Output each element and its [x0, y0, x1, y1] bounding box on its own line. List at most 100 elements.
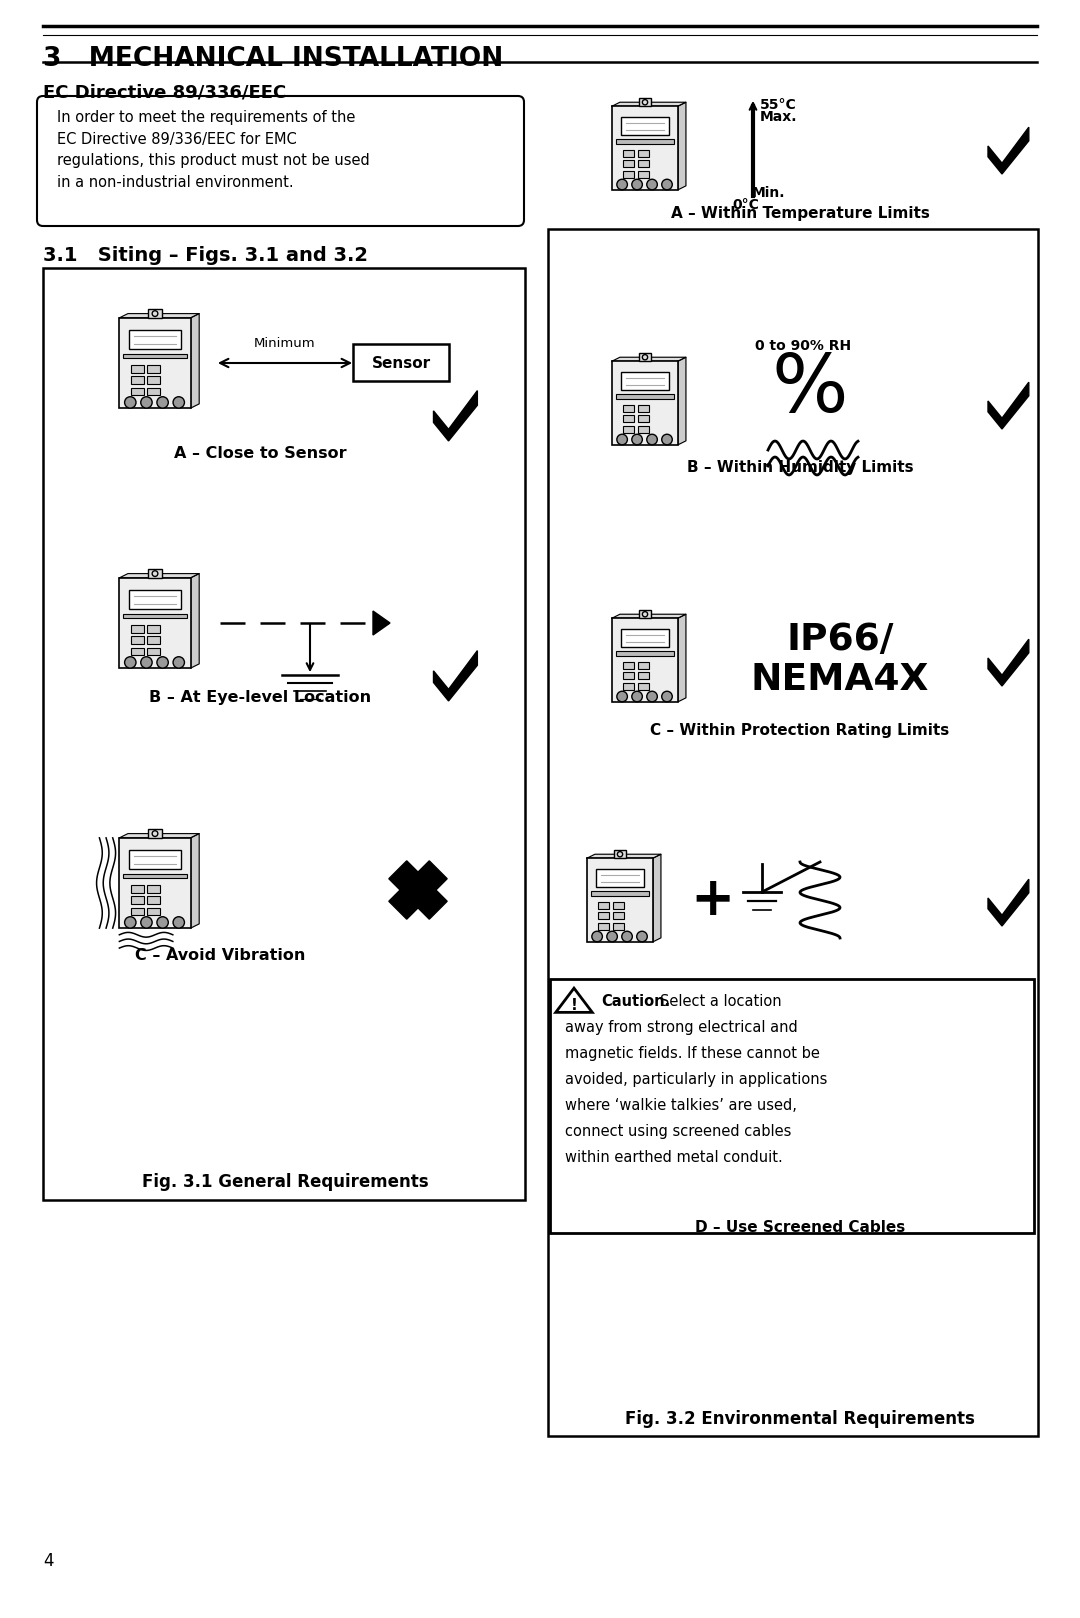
Bar: [621, 372, 669, 390]
Bar: [120, 578, 191, 668]
Circle shape: [124, 657, 136, 668]
Bar: [130, 589, 180, 608]
Bar: [147, 885, 160, 893]
Text: B – At Eye-level Location: B – At Eye-level Location: [149, 689, 372, 705]
Bar: [639, 610, 651, 618]
Circle shape: [140, 917, 152, 929]
Bar: [598, 922, 609, 930]
Polygon shape: [988, 639, 1029, 686]
Polygon shape: [678, 102, 686, 189]
Bar: [148, 309, 162, 317]
Bar: [639, 99, 651, 107]
Bar: [623, 160, 634, 167]
Text: C – Avoid Vibration: C – Avoid Vibration: [135, 948, 306, 963]
Circle shape: [647, 180, 658, 189]
Polygon shape: [678, 615, 686, 702]
Bar: [132, 896, 144, 904]
Bar: [132, 388, 144, 395]
Bar: [596, 869, 644, 887]
Polygon shape: [373, 612, 390, 634]
Bar: [621, 116, 669, 134]
Bar: [638, 662, 649, 668]
Bar: [147, 896, 160, 904]
Text: 0 to 90% RH: 0 to 90% RH: [755, 340, 851, 353]
Bar: [132, 885, 144, 893]
Polygon shape: [612, 615, 686, 618]
Bar: [638, 416, 649, 422]
Text: magnetic fields. If these cannot be: magnetic fields. If these cannot be: [565, 1045, 820, 1061]
Text: 0°C: 0°C: [732, 197, 759, 212]
Bar: [623, 404, 634, 413]
Circle shape: [662, 434, 672, 445]
Bar: [123, 613, 187, 618]
Circle shape: [173, 657, 185, 668]
Bar: [616, 139, 675, 144]
Bar: [621, 629, 669, 647]
Text: +: +: [690, 874, 734, 925]
Bar: [148, 570, 162, 578]
Text: Max.: Max.: [760, 110, 797, 125]
Polygon shape: [433, 390, 477, 442]
Bar: [147, 388, 160, 395]
Polygon shape: [653, 854, 661, 942]
Circle shape: [124, 396, 136, 408]
Polygon shape: [433, 650, 477, 701]
Circle shape: [607, 932, 618, 942]
Polygon shape: [389, 861, 447, 919]
FancyBboxPatch shape: [353, 345, 449, 380]
Text: A – Close to Sensor: A – Close to Sensor: [174, 447, 347, 461]
Text: Fig. 3.1 General Requirements: Fig. 3.1 General Requirements: [141, 1173, 429, 1191]
Circle shape: [592, 932, 603, 942]
Polygon shape: [988, 879, 1029, 925]
Bar: [623, 426, 634, 434]
Circle shape: [140, 657, 152, 668]
Text: 55°C: 55°C: [760, 99, 797, 112]
Circle shape: [157, 917, 168, 929]
Bar: [613, 851, 626, 858]
Text: Minimum: Minimum: [254, 337, 315, 349]
Polygon shape: [612, 358, 686, 361]
Bar: [147, 908, 160, 916]
Bar: [598, 901, 609, 909]
Bar: [132, 647, 144, 655]
Text: within earthed metal conduit.: within earthed metal conduit.: [565, 1150, 783, 1165]
Text: 3.1   Siting – Figs. 3.1 and 3.2: 3.1 Siting – Figs. 3.1 and 3.2: [43, 246, 368, 265]
Polygon shape: [191, 833, 199, 929]
Bar: [132, 636, 144, 644]
Bar: [130, 330, 180, 349]
Bar: [612, 107, 678, 189]
Circle shape: [157, 657, 168, 668]
Text: %: %: [772, 351, 848, 429]
Bar: [132, 625, 144, 633]
Circle shape: [632, 691, 643, 702]
Bar: [623, 662, 634, 668]
Bar: [638, 426, 649, 434]
Bar: [639, 353, 651, 361]
Bar: [612, 361, 678, 445]
Bar: [623, 172, 634, 178]
Polygon shape: [678, 358, 686, 445]
Circle shape: [124, 917, 136, 929]
Circle shape: [637, 932, 647, 942]
Text: A – Within Temperature Limits: A – Within Temperature Limits: [671, 205, 930, 222]
Polygon shape: [556, 989, 592, 1013]
Bar: [638, 683, 649, 689]
Polygon shape: [988, 128, 1029, 175]
Text: Select a location: Select a location: [660, 993, 782, 1010]
Bar: [591, 892, 649, 896]
Bar: [616, 650, 675, 655]
Text: B – Within Humidity Limits: B – Within Humidity Limits: [687, 460, 914, 476]
Bar: [147, 377, 160, 383]
Polygon shape: [120, 574, 199, 578]
Circle shape: [622, 932, 632, 942]
Text: 4: 4: [43, 1552, 54, 1569]
Text: Sensor: Sensor: [372, 356, 431, 371]
Bar: [623, 673, 634, 680]
Bar: [132, 908, 144, 916]
Bar: [613, 901, 624, 909]
Polygon shape: [612, 102, 686, 107]
Text: !: !: [570, 998, 578, 1013]
Circle shape: [157, 396, 168, 408]
Text: C – Within Protection Rating Limits: C – Within Protection Rating Limits: [650, 723, 949, 738]
Bar: [130, 849, 180, 869]
